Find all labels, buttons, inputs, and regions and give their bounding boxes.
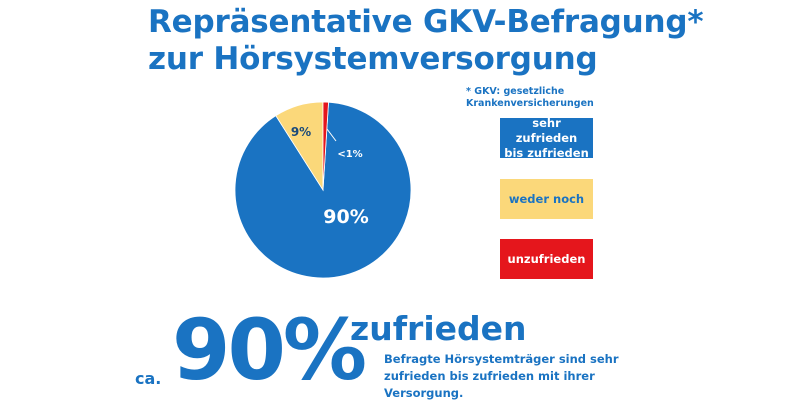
title-line-2: zur Hörsystemversorgung <box>148 41 598 77</box>
legend-satisfied-line-1: sehr zufrieden <box>515 115 578 145</box>
legend-satisfied-line-2: bis zufrieden <box>504 145 589 160</box>
summary-desc-line-3: Versorgung. <box>384 386 464 400</box>
pie-label-neutral: 9% <box>291 125 311 139</box>
summary-prefix: ca. <box>135 369 162 388</box>
summary-description: Befragte Hörsystemträger sind sehr zufri… <box>384 351 624 402</box>
summary-desc-line-1: Befragte Hörsystemträger sind sehr <box>384 352 619 366</box>
title-line-1: Repräsentative GKV-Befragung* <box>148 4 704 40</box>
footnote-line-2: Krankenversicherungen <box>466 98 594 109</box>
legend-neutral-label: weder noch <box>508 191 585 206</box>
summary-desc-line-2: zufrieden bis zufrieden mit ihrer <box>384 369 595 383</box>
page-title: Repräsentative GKV-Befragung* zur Hörsys… <box>148 4 704 78</box>
pie-label-pointer <box>326 128 337 142</box>
pie-chart: 90% 9% <1% <box>234 101 412 279</box>
legend-neutral: weder noch <box>500 179 593 219</box>
legend-dissatisfied: unzufrieden <box>500 239 593 279</box>
pie-slice-dissatisfied <box>322 101 329 191</box>
summary-word: zufrieden <box>350 309 527 348</box>
summary-percent: 90% <box>172 301 367 399</box>
pie-label-satisfied: 90% <box>323 206 368 228</box>
pie-label-dissatisfied: <1% <box>337 149 362 160</box>
legend-dissatisfied-label: unzufrieden <box>507 251 586 266</box>
footnote: * GKV: gesetzliche Krankenversicherungen <box>466 86 594 110</box>
legend-satisfied: sehr zufrieden bis zufrieden <box>500 115 593 160</box>
footnote-line-1: * GKV: gesetzliche <box>466 86 565 97</box>
